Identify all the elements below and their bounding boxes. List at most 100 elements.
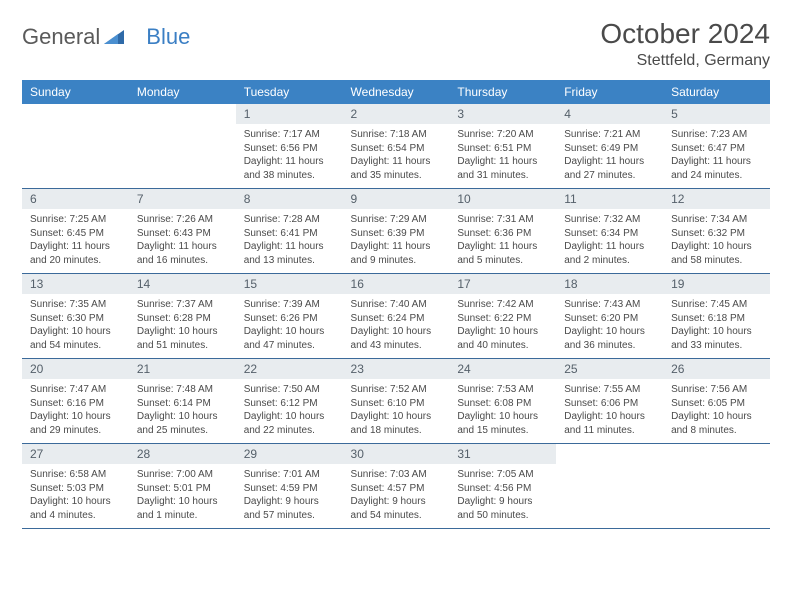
- day-dl2: and 15 minutes.: [457, 424, 548, 438]
- day-number: 17: [449, 274, 556, 294]
- day-sunset: Sunset: 6:14 PM: [137, 397, 228, 411]
- calendar-day: 21Sunrise: 7:48 AMSunset: 6:14 PMDayligh…: [129, 359, 236, 444]
- calendar-day-empty: [556, 444, 663, 529]
- day-dl2: and 4 minutes.: [30, 509, 121, 523]
- day-sunrise: Sunrise: 7:50 AM: [244, 383, 335, 397]
- calendar-day: 16Sunrise: 7:40 AMSunset: 6:24 PMDayligh…: [343, 274, 450, 359]
- calendar-week: 20Sunrise: 7:47 AMSunset: 6:16 PMDayligh…: [22, 359, 770, 444]
- day-dl2: and 2 minutes.: [564, 254, 655, 268]
- day-sunset: Sunset: 6:47 PM: [671, 142, 762, 156]
- day-sunrise: Sunrise: 7:40 AM: [351, 298, 442, 312]
- day-dl2: and 5 minutes.: [457, 254, 548, 268]
- calendar-day: 14Sunrise: 7:37 AMSunset: 6:28 PMDayligh…: [129, 274, 236, 359]
- day-number: 14: [129, 274, 236, 294]
- day-body: Sunrise: 7:39 AMSunset: 6:26 PMDaylight:…: [236, 294, 343, 358]
- day-dl1: Daylight: 11 hours: [137, 240, 228, 254]
- day-header: Friday: [556, 80, 663, 104]
- day-sunrise: Sunrise: 7:26 AM: [137, 213, 228, 227]
- day-body: Sunrise: 7:28 AMSunset: 6:41 PMDaylight:…: [236, 209, 343, 273]
- calendar-table: SundayMondayTuesdayWednesdayThursdayFrid…: [22, 80, 770, 529]
- day-dl2: and 20 minutes.: [30, 254, 121, 268]
- day-sunset: Sunset: 5:03 PM: [30, 482, 121, 496]
- calendar-day: 2Sunrise: 7:18 AMSunset: 6:54 PMDaylight…: [343, 104, 450, 189]
- day-dl1: Daylight: 10 hours: [30, 325, 121, 339]
- month-title: October 2024: [600, 18, 770, 50]
- day-sunrise: Sunrise: 7:17 AM: [244, 128, 335, 142]
- day-dl2: and 38 minutes.: [244, 169, 335, 183]
- day-dl2: and 29 minutes.: [30, 424, 121, 438]
- day-number: 13: [22, 274, 129, 294]
- day-sunrise: Sunrise: 7:34 AM: [671, 213, 762, 227]
- page: General Blue October 2024 Stettfeld, Ger…: [0, 0, 792, 547]
- day-sunrise: Sunrise: 7:55 AM: [564, 383, 655, 397]
- day-sunset: Sunset: 5:01 PM: [137, 482, 228, 496]
- day-dl2: and 27 minutes.: [564, 169, 655, 183]
- calendar-day: 6Sunrise: 7:25 AMSunset: 6:45 PMDaylight…: [22, 189, 129, 274]
- calendar-week: 13Sunrise: 7:35 AMSunset: 6:30 PMDayligh…: [22, 274, 770, 359]
- calendar-day: 28Sunrise: 7:00 AMSunset: 5:01 PMDayligh…: [129, 444, 236, 529]
- day-sunset: Sunset: 6:32 PM: [671, 227, 762, 241]
- day-number: 28: [129, 444, 236, 464]
- day-header: Tuesday: [236, 80, 343, 104]
- calendar-day: 23Sunrise: 7:52 AMSunset: 6:10 PMDayligh…: [343, 359, 450, 444]
- day-sunrise: Sunrise: 7:29 AM: [351, 213, 442, 227]
- day-dl2: and 43 minutes.: [351, 339, 442, 353]
- day-dl2: and 8 minutes.: [671, 424, 762, 438]
- day-dl2: and 40 minutes.: [457, 339, 548, 353]
- day-dl1: Daylight: 10 hours: [564, 325, 655, 339]
- day-number: 5: [663, 104, 770, 124]
- day-sunset: Sunset: 4:59 PM: [244, 482, 335, 496]
- calendar-day: 9Sunrise: 7:29 AMSunset: 6:39 PMDaylight…: [343, 189, 450, 274]
- day-sunrise: Sunrise: 7:01 AM: [244, 468, 335, 482]
- calendar-day: 4Sunrise: 7:21 AMSunset: 6:49 PMDaylight…: [556, 104, 663, 189]
- day-dl1: Daylight: 11 hours: [351, 155, 442, 169]
- day-body: Sunrise: 7:26 AMSunset: 6:43 PMDaylight:…: [129, 209, 236, 273]
- day-dl2: and 31 minutes.: [457, 169, 548, 183]
- day-body: Sunrise: 7:34 AMSunset: 6:32 PMDaylight:…: [663, 209, 770, 273]
- day-number: 24: [449, 359, 556, 379]
- day-dl2: and 16 minutes.: [137, 254, 228, 268]
- day-number: 6: [22, 189, 129, 209]
- day-sunrise: Sunrise: 6:58 AM: [30, 468, 121, 482]
- day-dl1: Daylight: 11 hours: [564, 155, 655, 169]
- logo-text-blue: Blue: [146, 24, 190, 50]
- calendar-day: 8Sunrise: 7:28 AMSunset: 6:41 PMDaylight…: [236, 189, 343, 274]
- day-sunset: Sunset: 6:16 PM: [30, 397, 121, 411]
- calendar-day: 5Sunrise: 7:23 AMSunset: 6:47 PMDaylight…: [663, 104, 770, 189]
- day-body: Sunrise: 7:40 AMSunset: 6:24 PMDaylight:…: [343, 294, 450, 358]
- day-number: 3: [449, 104, 556, 124]
- day-dl1: Daylight: 10 hours: [671, 240, 762, 254]
- day-body: Sunrise: 7:45 AMSunset: 6:18 PMDaylight:…: [663, 294, 770, 358]
- day-sunrise: Sunrise: 7:18 AM: [351, 128, 442, 142]
- calendar-day: 18Sunrise: 7:43 AMSunset: 6:20 PMDayligh…: [556, 274, 663, 359]
- calendar-day: 25Sunrise: 7:55 AMSunset: 6:06 PMDayligh…: [556, 359, 663, 444]
- day-dl2: and 1 minute.: [137, 509, 228, 523]
- day-number: 21: [129, 359, 236, 379]
- day-body: Sunrise: 7:25 AMSunset: 6:45 PMDaylight:…: [22, 209, 129, 273]
- day-sunset: Sunset: 6:10 PM: [351, 397, 442, 411]
- day-dl1: Daylight: 10 hours: [457, 325, 548, 339]
- calendar-day: 29Sunrise: 7:01 AMSunset: 4:59 PMDayligh…: [236, 444, 343, 529]
- day-number: 9: [343, 189, 450, 209]
- title-block: October 2024 Stettfeld, Germany: [600, 18, 770, 70]
- day-sunset: Sunset: 6:22 PM: [457, 312, 548, 326]
- day-number: 4: [556, 104, 663, 124]
- day-sunset: Sunset: 6:34 PM: [564, 227, 655, 241]
- calendar-day: 15Sunrise: 7:39 AMSunset: 6:26 PMDayligh…: [236, 274, 343, 359]
- logo-triangle-icon: [104, 24, 124, 50]
- day-dl2: and 24 minutes.: [671, 169, 762, 183]
- day-number: 27: [22, 444, 129, 464]
- day-sunset: Sunset: 6:49 PM: [564, 142, 655, 156]
- day-dl1: Daylight: 9 hours: [457, 495, 548, 509]
- day-dl1: Daylight: 10 hours: [351, 325, 442, 339]
- day-body: Sunrise: 6:58 AMSunset: 5:03 PMDaylight:…: [22, 464, 129, 528]
- day-dl2: and 58 minutes.: [671, 254, 762, 268]
- calendar-day: 30Sunrise: 7:03 AMSunset: 4:57 PMDayligh…: [343, 444, 450, 529]
- calendar-day: 24Sunrise: 7:53 AMSunset: 6:08 PMDayligh…: [449, 359, 556, 444]
- day-body: Sunrise: 7:20 AMSunset: 6:51 PMDaylight:…: [449, 124, 556, 188]
- day-header: Monday: [129, 80, 236, 104]
- day-sunset: Sunset: 6:28 PM: [137, 312, 228, 326]
- day-sunrise: Sunrise: 7:28 AM: [244, 213, 335, 227]
- day-body: Sunrise: 7:50 AMSunset: 6:12 PMDaylight:…: [236, 379, 343, 443]
- day-body: Sunrise: 7:03 AMSunset: 4:57 PMDaylight:…: [343, 464, 450, 528]
